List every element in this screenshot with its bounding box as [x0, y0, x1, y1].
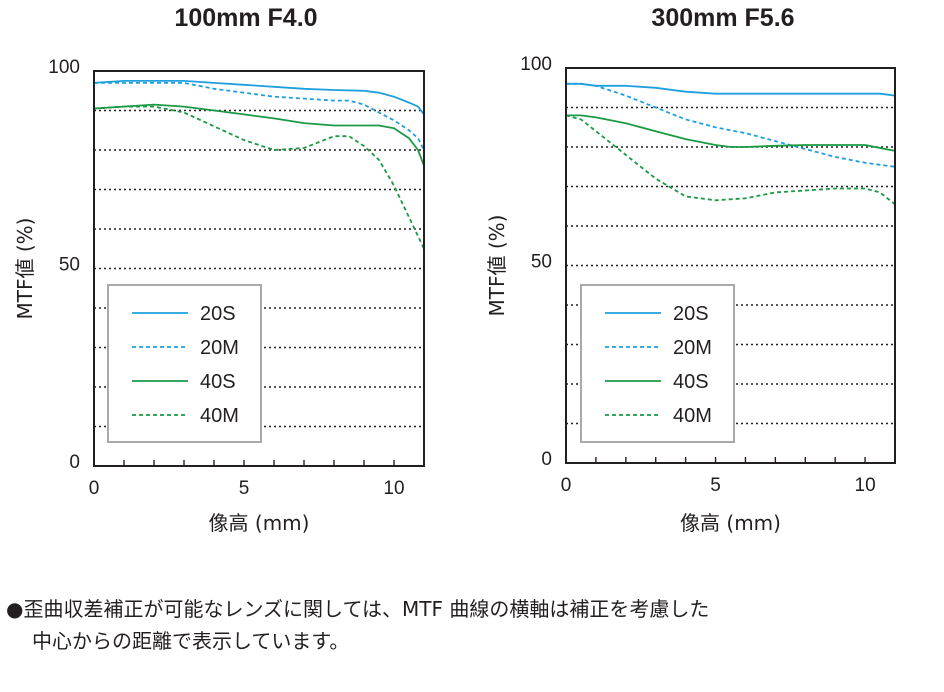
plot-frame	[565, 67, 896, 464]
chart-2: 300mm F5.6 20S 20M 40S 40M 0 50 100 0 5 10 像高 (mm) M…	[485, 4, 896, 535]
x-tick-label: 0	[561, 475, 572, 496]
footnote-line-1: 歪曲収差補正が可能なレンズに関しては、MTF 曲線の横軸は補正を考慮した	[23, 597, 710, 621]
y-axis-title: MTF値 (%)	[13, 218, 37, 320]
series-line-40s	[93, 103, 425, 167]
x-tick-label: 0	[89, 478, 100, 499]
y-tick-label: 50	[59, 255, 80, 276]
series-line-40s	[566, 114, 896, 152]
series-line-40m	[93, 105, 425, 250]
y-tick-label: 0	[541, 449, 552, 470]
x-tick-label: 5	[710, 475, 721, 496]
footnote: ●歪曲収差補正が可能なレンズに関しては、MTF 曲線の横軸は補正を考慮した 中心…	[6, 593, 936, 657]
series-line-20m	[94, 82, 425, 151]
legend-label-40s: 40S	[673, 371, 709, 393]
x-axis-title: 像高 (mm)	[209, 511, 310, 535]
series-line-20s	[566, 82, 896, 97]
y-axis-title: MTF値 (%)	[485, 215, 509, 317]
y-tick-label: 50	[531, 252, 552, 273]
y-tick-label: 100	[520, 54, 552, 75]
legend-label-20s: 20S	[673, 303, 709, 325]
series-line-40m	[565, 114, 896, 206]
y-tick-label: 0	[69, 452, 80, 473]
footnote-bullet: ●	[6, 597, 24, 621]
series-line-20s	[93, 80, 425, 115]
x-tick-label: 10	[383, 478, 404, 499]
plot-frame	[93, 70, 425, 467]
x-tick-label: 5	[239, 478, 250, 499]
series-line-20m	[566, 82, 896, 168]
legend-label-40s: 40S	[200, 371, 236, 393]
footnote-line-2: 中心からの距離で表示しています。	[32, 629, 350, 653]
x-tick-label: 10	[855, 475, 876, 496]
legend-label-20m: 20M	[200, 337, 239, 359]
legend-label-20m: 20M	[673, 337, 712, 359]
chart-1: 100mm F4.0 20S 20M 40S 40M 0 50 100 0 5 10 像高 (mm) M…	[13, 4, 425, 535]
chart-title: 100mm F4.0	[174, 4, 317, 32]
legend-label-20s: 20S	[200, 303, 236, 325]
y-tick-label: 100	[48, 57, 80, 78]
chart-title: 300mm F5.6	[651, 4, 794, 32]
legend-label-40m: 40M	[200, 405, 239, 427]
legend-label-40m: 40M	[673, 405, 712, 427]
x-axis-title: 像高 (mm)	[680, 511, 781, 535]
